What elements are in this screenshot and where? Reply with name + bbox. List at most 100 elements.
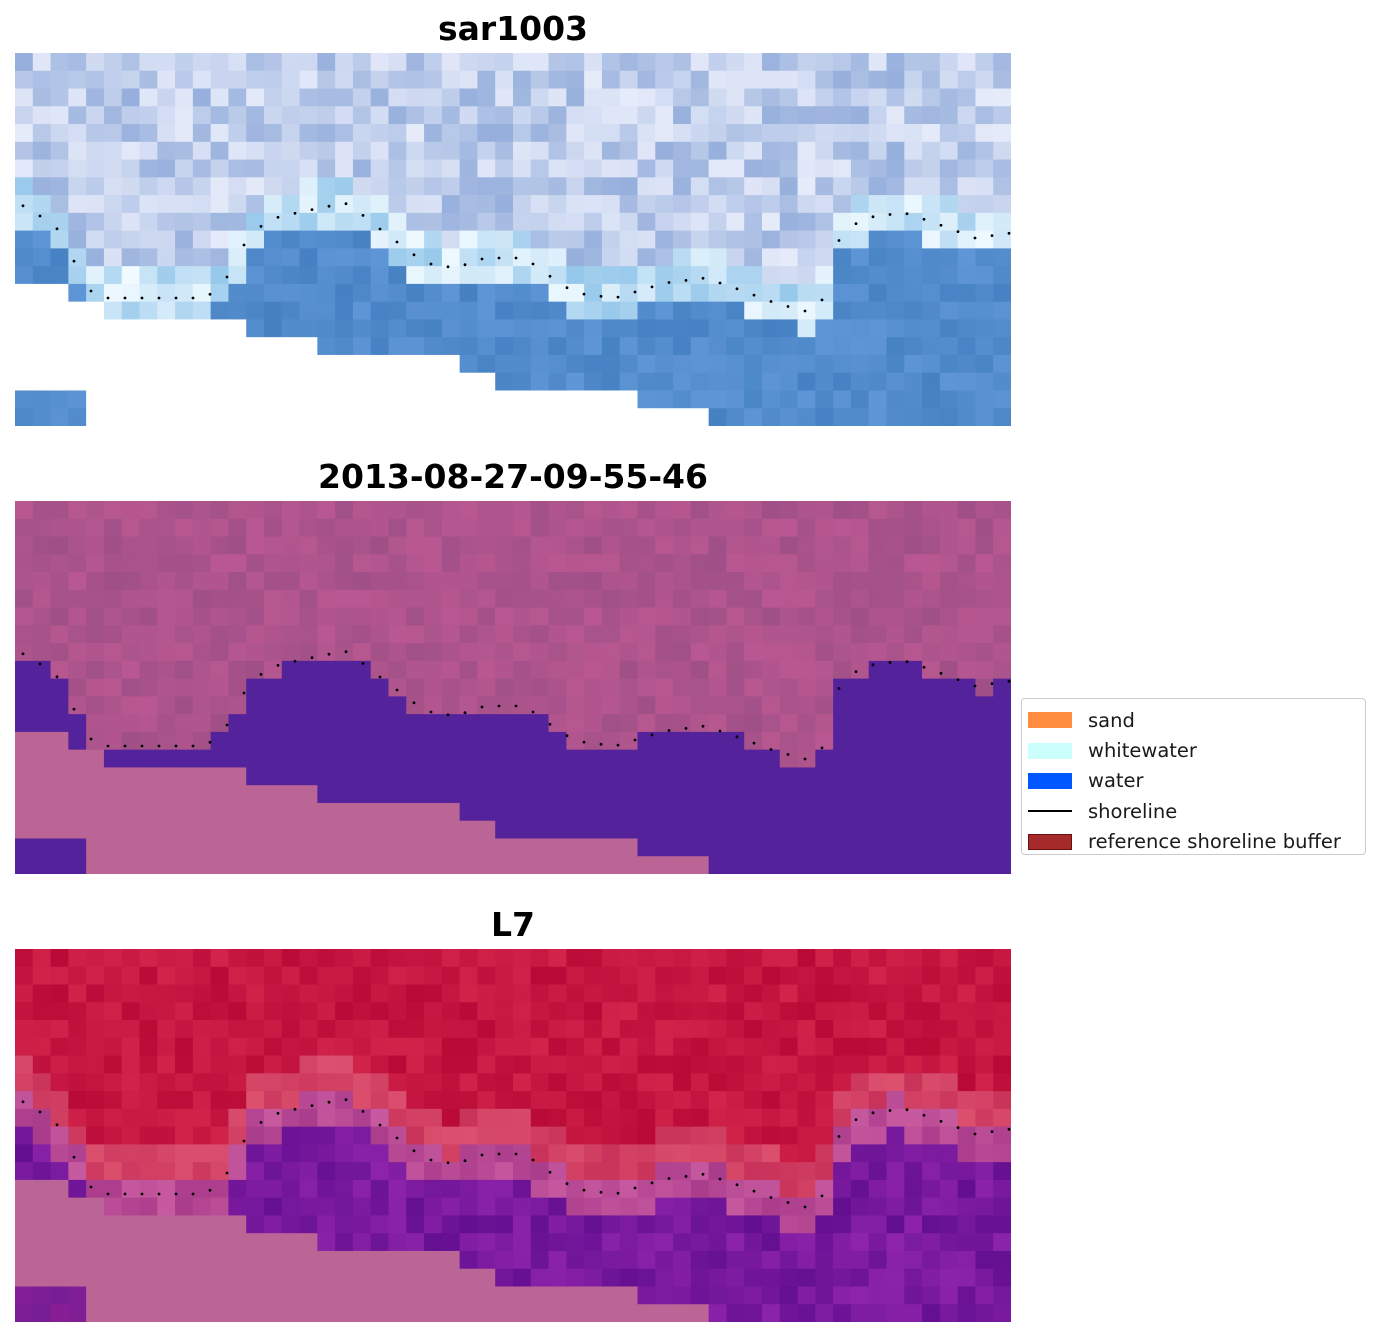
raster-cell xyxy=(655,1268,674,1288)
raster-cell xyxy=(815,1162,834,1181)
raster-cell xyxy=(779,177,799,196)
raster-cell xyxy=(957,856,977,874)
raster-cell xyxy=(779,1126,799,1145)
raster-cell xyxy=(424,984,443,1003)
raster-cell xyxy=(868,820,888,840)
raster-cell xyxy=(86,230,105,249)
raster-cell xyxy=(192,660,212,680)
raster-cell xyxy=(655,660,674,680)
raster-cell xyxy=(264,1144,283,1163)
raster-cell xyxy=(352,266,372,285)
raster-cell xyxy=(192,554,212,573)
raster-cell xyxy=(495,501,514,520)
shoreline-point xyxy=(820,746,824,750)
raster-cell xyxy=(886,1144,905,1163)
raster-cell xyxy=(548,625,567,644)
raster-cell xyxy=(726,1215,745,1234)
raster-cell xyxy=(513,536,532,555)
raster-cell xyxy=(495,301,514,321)
raster-cell xyxy=(157,802,176,822)
raster-cell xyxy=(975,177,994,196)
raster-cell xyxy=(513,572,532,591)
raster-cell xyxy=(281,572,301,591)
raster-cell xyxy=(477,1126,496,1145)
raster-cell xyxy=(619,1268,639,1288)
shoreline-point xyxy=(854,222,858,226)
raster-cell xyxy=(744,372,763,392)
raster-cell xyxy=(993,1073,1011,1092)
raster-cell xyxy=(779,984,799,1003)
raster-cell xyxy=(619,536,639,555)
raster-cell xyxy=(86,625,105,644)
raster-cell xyxy=(904,1197,923,1217)
raster-cell xyxy=(139,53,158,72)
raster-cell xyxy=(68,1162,87,1181)
raster-cell xyxy=(886,696,905,715)
raster-cell xyxy=(15,1197,34,1217)
raster-cell xyxy=(957,518,977,538)
raster-cell xyxy=(513,159,532,178)
raster-cell xyxy=(121,1304,141,1322)
raster-cell xyxy=(548,749,567,769)
raster-cell xyxy=(477,372,496,392)
raster-cell xyxy=(601,714,621,733)
raster-cell xyxy=(406,501,425,520)
raster-cell xyxy=(673,390,692,409)
shoreline-point xyxy=(565,734,569,738)
raster-cell xyxy=(530,625,550,644)
raster-cell xyxy=(103,838,123,857)
raster-cell xyxy=(210,283,230,303)
raster-cell xyxy=(619,141,639,161)
raster-cell xyxy=(939,53,959,72)
raster-cell xyxy=(157,301,176,321)
raster-cell xyxy=(370,1055,390,1074)
raster-cell xyxy=(370,319,390,338)
raster-cell xyxy=(584,785,603,804)
raster-cell xyxy=(655,1020,674,1039)
raster-cell xyxy=(299,141,318,161)
raster-cell xyxy=(762,88,781,107)
raster-cell xyxy=(175,838,194,857)
raster-cell xyxy=(210,53,230,72)
raster-cell xyxy=(619,643,639,662)
raster-cell xyxy=(744,1144,763,1163)
raster-cell xyxy=(815,749,834,769)
raster-cell xyxy=(299,1055,318,1074)
raster-cell xyxy=(868,159,888,178)
raster-cell xyxy=(246,53,265,72)
raster-cell xyxy=(779,212,799,232)
raster-cell xyxy=(850,607,870,626)
raster-cell xyxy=(459,159,479,178)
raster-cell xyxy=(957,785,977,804)
raster-cell xyxy=(281,283,301,303)
raster-cell xyxy=(939,678,959,697)
raster-cell xyxy=(281,820,301,840)
raster-cell xyxy=(744,106,763,125)
raster-cell xyxy=(103,589,123,609)
raster-cell xyxy=(762,1037,781,1057)
raster-cell xyxy=(566,159,585,178)
raster-cell xyxy=(993,53,1011,72)
raster-cell xyxy=(317,1055,336,1074)
raster-cell xyxy=(655,53,674,72)
raster-cell xyxy=(103,1179,123,1199)
raster-cell xyxy=(601,731,621,751)
raster-cell xyxy=(50,678,69,697)
raster-cell xyxy=(477,625,496,644)
raster-cell xyxy=(548,589,567,609)
raster-cell xyxy=(406,266,425,285)
raster-cell xyxy=(424,1055,443,1074)
raster-cell xyxy=(299,838,318,857)
raster-cell xyxy=(939,354,959,374)
raster-cell xyxy=(352,408,372,426)
raster-cell xyxy=(459,678,479,697)
raster-cell xyxy=(228,230,247,249)
raster-cell xyxy=(993,372,1011,392)
raster-cell xyxy=(530,372,550,392)
raster-cell xyxy=(459,554,479,573)
raster-cell xyxy=(388,195,407,214)
raster-cell xyxy=(779,501,799,520)
raster-cell xyxy=(68,1250,87,1270)
raster-cell xyxy=(121,966,141,986)
raster-cell xyxy=(744,660,763,680)
